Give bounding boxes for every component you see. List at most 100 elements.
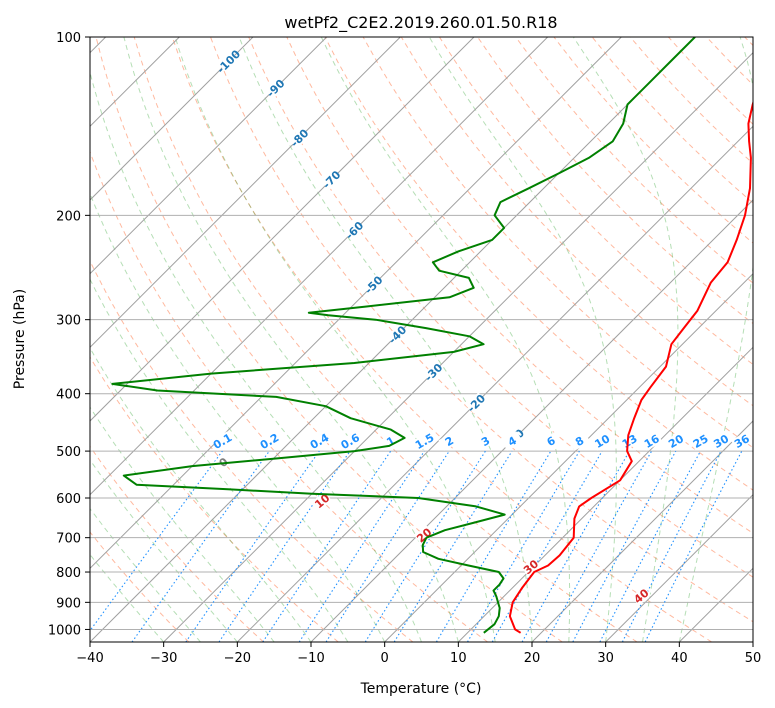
mixing-ratio-line <box>185 450 320 642</box>
mixing-ratio-label-bg <box>501 431 523 451</box>
isotherm-label-bg <box>343 219 365 241</box>
y-tick-label: 700 <box>56 532 81 547</box>
mixing-ratio-label-bg <box>474 431 497 451</box>
mixing-ratio-label-bg <box>731 431 753 451</box>
chart-title: wetPf2_C2E2.2019.260.01.50.R18 <box>284 13 557 33</box>
y-tick-label: 900 <box>56 596 81 611</box>
axes: −40 −30 −20 −10 0 10 20 30 40 50 1000 900 800 700 600 5… <box>48 31 761 666</box>
mixing-ratio-line <box>298 450 425 642</box>
moist-adiabat <box>90 278 349 642</box>
isotherm <box>310 199 753 642</box>
moist-adiabat <box>90 192 386 642</box>
x-tick-label: 40 <box>671 651 688 666</box>
moist-adiabat <box>428 37 617 642</box>
mixing-ratio-label-bg <box>211 431 234 451</box>
y-tick-label: 100 <box>56 31 81 46</box>
mixing-ratio-label-bg <box>591 431 613 451</box>
isotherm <box>531 420 753 642</box>
x-tick-label: 50 <box>745 651 762 666</box>
mixing-ratio-line <box>644 450 743 642</box>
mixing-ratio-label-bg <box>258 431 281 451</box>
isotherm-label-bg <box>362 274 385 296</box>
moist-adiabat <box>123 37 459 642</box>
isotherm <box>236 125 753 642</box>
dry-adiabat <box>210 37 753 623</box>
x-tick-label: −20 <box>224 651 251 666</box>
mixing-ratio-label-bg <box>568 431 591 451</box>
mixing-ratio-label-bg <box>665 431 687 451</box>
y-axis-label: Pressure (hPa) <box>12 289 28 389</box>
y-tick-label: 600 <box>56 492 81 507</box>
mixing-ratio-label-bg <box>308 431 331 451</box>
moist-adiabat <box>90 507 201 642</box>
x-tick-label: 20 <box>524 651 541 666</box>
dry-adiabat <box>90 531 190 642</box>
mixing-ratio-line <box>393 450 513 642</box>
dry-adiabat <box>438 37 753 366</box>
isotherm <box>457 346 753 642</box>
x-tick-label: 0 <box>381 651 389 666</box>
isotherm-label-bg <box>422 361 445 383</box>
x-tick-label: 30 <box>597 651 614 666</box>
dry-adiabat <box>400 37 753 407</box>
dry-adiabat <box>90 445 264 642</box>
mixing-ratio-line <box>131 450 270 642</box>
dry-adiabat-label-bg <box>213 452 234 472</box>
mixing-ratio-line <box>262 450 392 642</box>
mixing-ratio-line <box>325 450 450 642</box>
temperature-profile <box>508 99 753 634</box>
isotherm <box>163 51 753 642</box>
isotherm <box>384 272 753 642</box>
dry-adiabat <box>515 37 753 284</box>
x-tick-label: −30 <box>150 651 177 666</box>
mixing-ratio-label-bg <box>710 431 732 451</box>
mixing-ratio-label-bg <box>413 431 436 451</box>
isotherm <box>90 37 254 201</box>
isotherm-label-bg <box>465 392 487 414</box>
dry-adiabat <box>95 37 563 642</box>
mixing-ratio-label-bg <box>540 431 562 451</box>
isotherm-label-bg <box>320 168 343 191</box>
y-tick-label: 300 <box>56 314 81 329</box>
moist-adiabat <box>90 553 165 642</box>
plot-frame <box>89 36 754 643</box>
isotherm-label-bg <box>386 324 408 346</box>
x-axis-label: Temperature (°C) <box>360 681 482 697</box>
dry-adiabat-label-bg <box>312 491 333 511</box>
mixing-ratio-line <box>545 450 653 642</box>
isotherm-label-bg <box>264 77 287 99</box>
moist-adiabat <box>90 406 275 642</box>
dry-adiabat-label-bg <box>414 525 435 545</box>
dry-adiabat-label-bg <box>520 557 541 577</box>
isotherm-label-bg <box>288 127 311 149</box>
mixing-ratio-label-bg <box>640 431 663 451</box>
isotherm-label-bg <box>217 50 240 73</box>
mixing-ratio-line <box>218 450 351 642</box>
mixing-ratio-label-bg <box>689 431 712 451</box>
moist-adiabat <box>90 459 238 642</box>
dry-adiabat <box>171 37 712 642</box>
mixing-ratio-line <box>572 450 677 642</box>
x-tick-label: −40 <box>76 651 103 666</box>
x-tick-label: 10 <box>450 651 467 666</box>
mixing-ratio-label-bg <box>618 431 641 451</box>
moist-adiabat <box>320 37 571 642</box>
y-tick-label: 800 <box>56 566 81 581</box>
isotherm <box>90 37 549 496</box>
dry-adiabat-label-bg <box>631 586 652 606</box>
mixing-ratio-label-bg <box>438 431 461 451</box>
moist-adiabat <box>174 37 496 642</box>
y-tick-label: 1000 <box>48 623 81 638</box>
isotherm <box>90 37 622 570</box>
isotherm <box>605 493 753 642</box>
moist-adiabat <box>572 37 679 642</box>
moist-adiabat <box>90 70 422 642</box>
mixing-ratio-label-bg <box>339 431 361 451</box>
y-tick-label: 400 <box>56 388 81 403</box>
y-tick-label: 200 <box>56 209 81 224</box>
mixing-ratio-line <box>521 450 630 642</box>
dry-adiabat <box>133 37 638 642</box>
profile-series <box>111 37 753 634</box>
